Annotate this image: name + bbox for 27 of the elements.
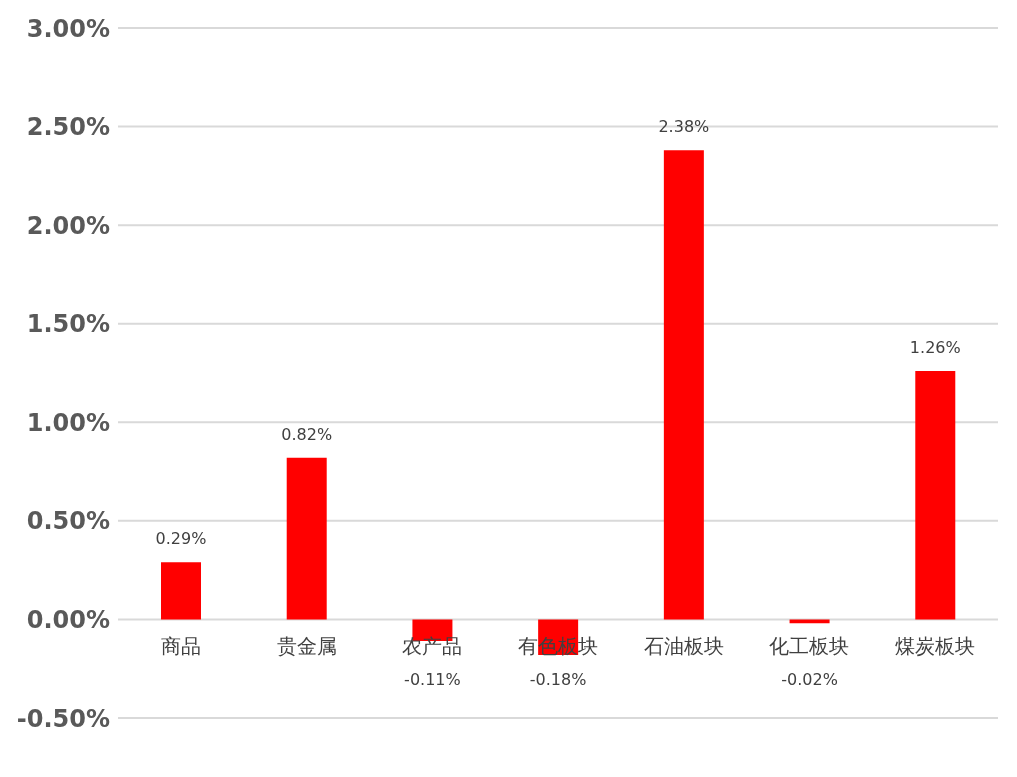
bar <box>663 150 704 620</box>
bar <box>161 562 201 620</box>
bar <box>789 619 830 624</box>
y-tick-label: 0.00% <box>26 605 110 634</box>
y-tick-label: -0.50% <box>16 704 110 733</box>
data-label: -0.11% <box>404 670 461 690</box>
data-label: 0.82% <box>281 424 333 444</box>
x-tick-label: 贵金属 <box>276 634 337 659</box>
y-tick-label: 0.50% <box>26 507 110 536</box>
data-label: -0.18% <box>529 670 587 690</box>
y-tick-label: 2.00% <box>26 211 110 240</box>
x-tick-label: 化工板块 <box>769 634 850 659</box>
x-tick-label: 有色板块 <box>518 634 598 659</box>
data-label: -0.02% <box>781 670 838 690</box>
x-tick-label: 石油板块 <box>643 634 724 659</box>
bar <box>286 457 327 620</box>
data-label: 0.29% <box>155 529 207 549</box>
y-tick-label: 1.00% <box>26 408 110 437</box>
x-tick-label: 商品 <box>160 634 201 659</box>
y-tick-label: 2.50% <box>26 113 110 142</box>
x-tick-label: 煤炭板块 <box>895 634 976 659</box>
y-tick-label: 1.50% <box>26 310 110 339</box>
x-tick-label: 农产品 <box>402 634 463 659</box>
data-label: 1.26% <box>909 338 961 358</box>
bar <box>915 371 956 620</box>
y-tick-label: 3.00% <box>26 14 110 43</box>
data-label: 2.38% <box>658 117 710 137</box>
